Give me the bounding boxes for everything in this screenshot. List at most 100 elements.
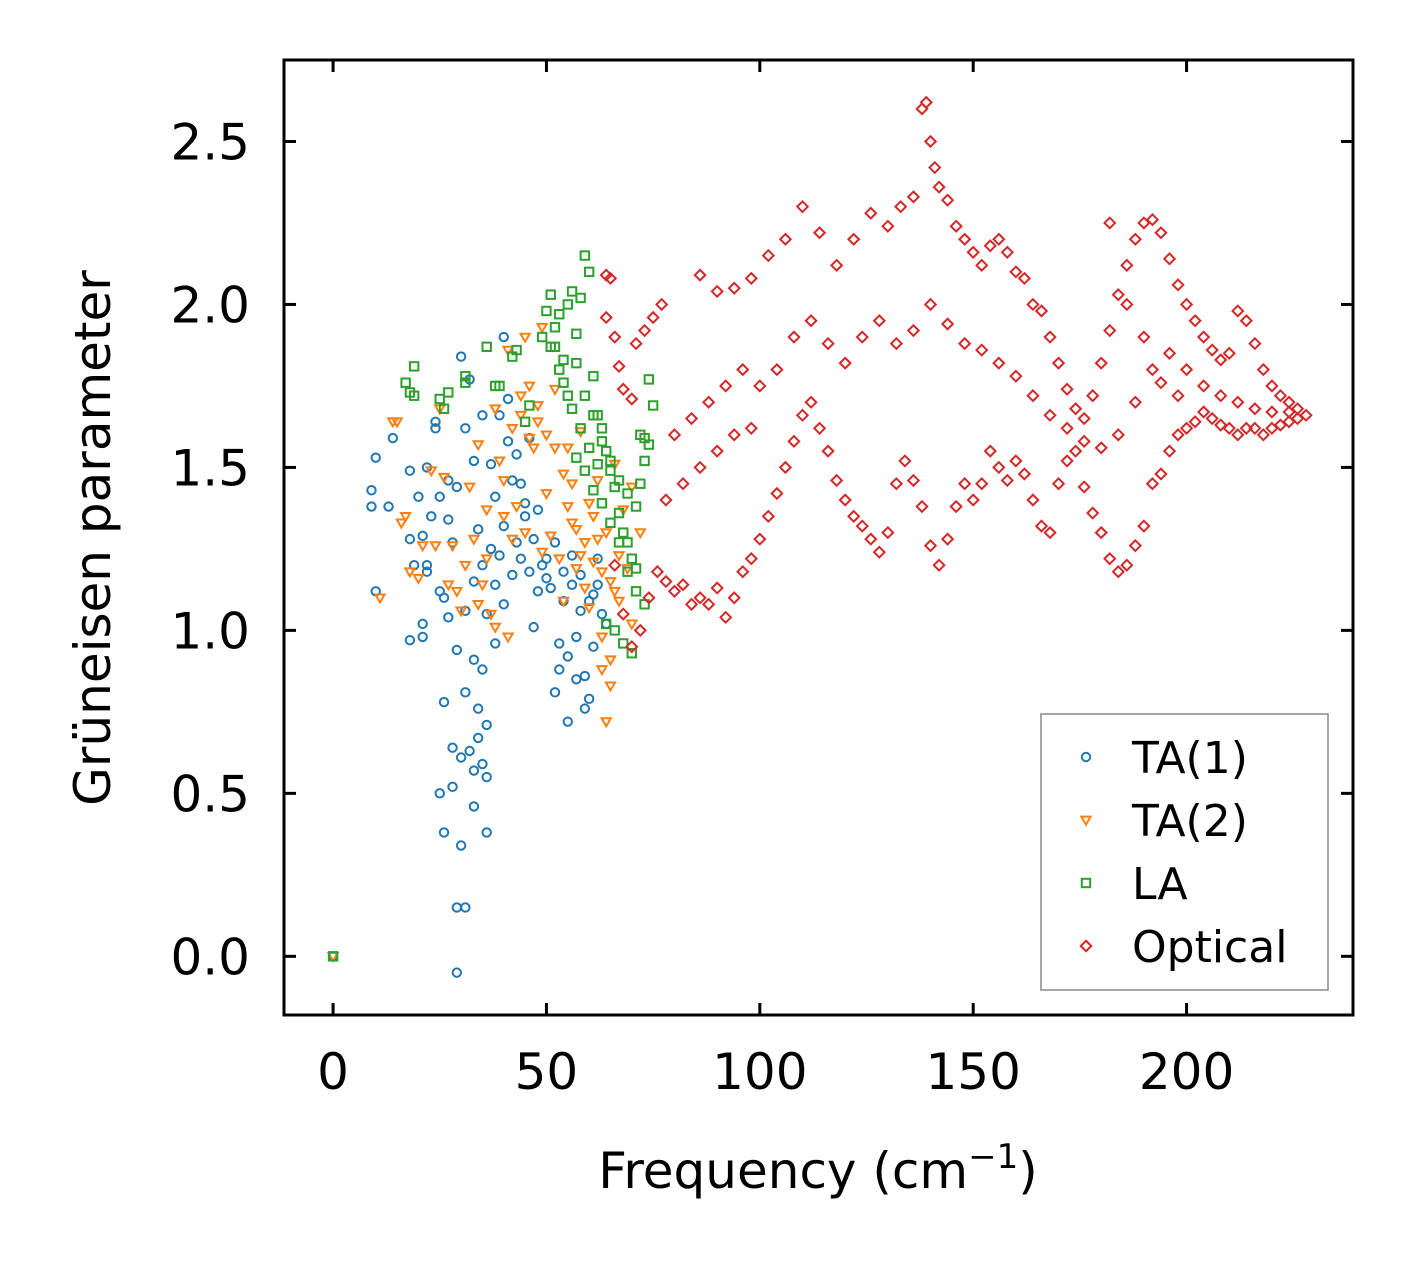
data-point (646, 310, 660, 325)
data-point (613, 507, 625, 519)
data-point (404, 634, 416, 646)
x-tick-label: 50 (515, 1043, 579, 1101)
data-point (618, 638, 629, 649)
data-point (566, 403, 578, 414)
data-point (1265, 379, 1279, 393)
data-point (643, 374, 655, 385)
series-la (327, 250, 659, 962)
data-point (554, 364, 565, 375)
data-point (424, 466, 438, 478)
data-point (1043, 408, 1057, 422)
data-point (566, 550, 578, 561)
data-point (1154, 226, 1168, 240)
data-point (881, 525, 895, 540)
data-point (1205, 411, 1219, 426)
data-point (481, 341, 492, 353)
data-point (719, 610, 733, 625)
x-axis-label-superscript: −1 (968, 1137, 1018, 1177)
data-point (727, 281, 741, 295)
data-point (595, 632, 609, 644)
data-point (579, 250, 591, 261)
data-point (1145, 477, 1160, 491)
data-point (437, 472, 451, 484)
data-point (515, 478, 527, 489)
data-point (1196, 405, 1211, 419)
data-point (600, 445, 612, 457)
data-point (412, 573, 425, 585)
data-point (575, 605, 586, 617)
data-point (643, 439, 655, 450)
data-point (571, 452, 582, 463)
data-point (676, 477, 690, 491)
series-optical (599, 95, 1313, 654)
data-point (1231, 428, 1245, 442)
data-point (608, 586, 622, 598)
data-point (471, 440, 485, 452)
data-point (605, 455, 616, 467)
data-point (591, 534, 605, 546)
data-point (1017, 467, 1032, 481)
data-point (460, 370, 471, 382)
data-point (966, 245, 980, 259)
data-point (855, 330, 869, 344)
data-point (1068, 402, 1083, 416)
data-point (650, 565, 665, 579)
data-point (472, 524, 484, 535)
data-point (701, 597, 716, 611)
data-point (575, 569, 586, 581)
data-point (505, 534, 519, 546)
data-point (557, 596, 570, 608)
data-point (592, 579, 603, 590)
data-point (451, 644, 463, 656)
data-point (635, 478, 646, 489)
data-point (684, 411, 699, 426)
data-point (625, 392, 639, 406)
data-point (1162, 444, 1177, 458)
data-point (366, 485, 377, 496)
legend-marker-icon (1079, 815, 1093, 827)
data-point (710, 444, 724, 458)
data-point (505, 423, 519, 435)
data-point (596, 608, 608, 620)
data-point (983, 239, 997, 253)
legend: TA(1) TA(2) LA Optical (1040, 713, 1329, 991)
data-point (1179, 297, 1194, 312)
legend-entry: Optical (1079, 922, 1287, 973)
data-point (1205, 343, 1219, 357)
data-point (399, 511, 412, 523)
data-point (468, 765, 480, 776)
data-point (583, 595, 595, 607)
data-point (485, 543, 497, 555)
data-point (618, 527, 629, 538)
data-point (626, 553, 637, 564)
data-point (494, 550, 505, 561)
ticks-layer: 0 50 100 150 200 0.0 0.5 1.0 1.5 2.0 2.5 (170, 60, 1353, 1101)
data-point (957, 477, 972, 491)
data-point (975, 258, 989, 273)
y-tick-label: 0.5 (170, 765, 250, 823)
data-point (667, 428, 682, 442)
data-point (480, 505, 494, 517)
data-point (575, 292, 586, 304)
data-point (804, 314, 818, 328)
data-point (761, 248, 776, 263)
data-point (608, 558, 622, 572)
data-point (630, 586, 642, 597)
data-point (588, 370, 599, 382)
data-point (1145, 213, 1160, 227)
data-point (642, 591, 656, 605)
data-point (1179, 362, 1194, 377)
data-point (604, 655, 617, 667)
data-point (554, 664, 565, 675)
data-point (966, 493, 980, 507)
data-point (438, 403, 450, 414)
data-point (438, 696, 450, 708)
data-point (447, 742, 458, 753)
data-point (1017, 271, 1032, 286)
data-point (426, 511, 437, 522)
data-point (441, 580, 455, 592)
data-point (1154, 376, 1168, 390)
data-point (1034, 519, 1049, 533)
data-point (1214, 418, 1228, 432)
